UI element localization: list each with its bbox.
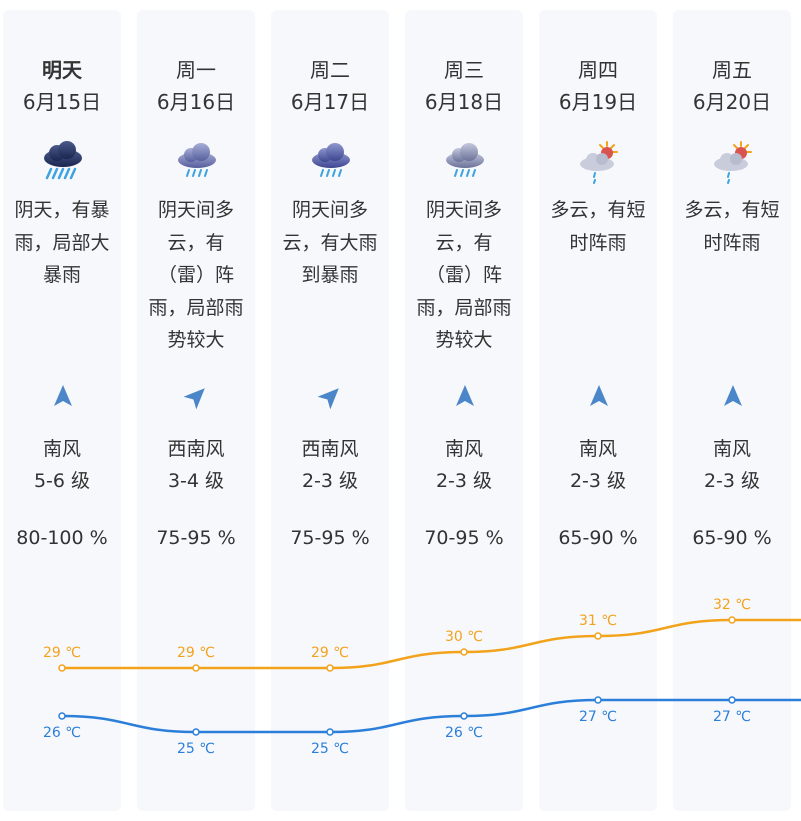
low-temp-point xyxy=(58,712,66,720)
low-temp-label: 26 ℃ xyxy=(445,725,483,741)
wind-level: 5-6 级 xyxy=(33,470,91,492)
high-temp-label: 29 ℃ xyxy=(43,645,81,661)
weather-description: 阴天间多 云，有 （雷）阵 雨，局部雨 势较大 xyxy=(416,199,512,351)
low-temp-label: 25 ℃ xyxy=(311,741,349,757)
humidity: 70-95 % xyxy=(424,527,504,549)
wind-level: 2-3 级 xyxy=(301,470,359,492)
rain-icon xyxy=(312,143,350,177)
weather-description: 阴天间多 云，有大雨 到暴雨 xyxy=(282,199,378,286)
humidity: 75-95 % xyxy=(290,527,370,549)
wind-direction-arrow-icon xyxy=(590,385,608,406)
low-temp-point xyxy=(460,712,468,720)
wind-direction: 南风 xyxy=(444,438,483,460)
high-temp-point xyxy=(58,664,66,672)
wind-direction-arrow-icon xyxy=(54,385,72,406)
high-temp-label: 32 ℃ xyxy=(713,597,751,613)
day-name: 周二 xyxy=(310,58,350,82)
weather-description: 多云，有短 时阵雨 xyxy=(550,199,646,254)
day-date: 6月20日 xyxy=(692,90,772,114)
wind-direction: 南风 xyxy=(578,438,617,460)
forecast-day-column: 明天 6月15日 阴天，有暴 雨，局部大 暴雨 南风 5-6 级 80-100 % xyxy=(3,10,121,811)
low-temp-label: 27 ℃ xyxy=(713,709,751,725)
humidity: 65-90 % xyxy=(558,527,638,549)
low-temp-label: 25 ℃ xyxy=(177,741,215,757)
weather-description: 多云，有短 时阵雨 xyxy=(684,199,780,254)
low-temp-label: 26 ℃ xyxy=(43,725,81,741)
day-date: 6月16日 xyxy=(156,90,236,114)
wind-direction-arrow-icon xyxy=(456,385,474,406)
weather-description: 阴天，有暴 雨，局部大 暴雨 xyxy=(14,199,110,286)
wind-direction: 西南风 xyxy=(301,438,359,460)
high-temp-point xyxy=(460,648,468,656)
wind-direction: 南风 xyxy=(712,438,751,460)
high-temp-point xyxy=(728,616,736,624)
heavy-rain-icon xyxy=(44,141,82,180)
day-date: 6月19日 xyxy=(558,90,638,114)
high-temp-label: 31 ℃ xyxy=(579,613,617,629)
wind-level: 2-3 级 xyxy=(435,470,493,492)
high-temp-point xyxy=(594,632,602,640)
day-name: 明天 xyxy=(42,58,82,82)
wind-direction-arrow-icon xyxy=(183,388,205,410)
partly-cloudy-shower-icon xyxy=(714,141,752,184)
forecast-day-column: 周五 6月20日 多云，有短 时阵雨 南风 2-3 级 65-90 % xyxy=(673,10,791,811)
day-date: 6月18日 xyxy=(424,90,504,114)
forecast-day-column: 周四 6月19日 多云，有短 时阵雨 南风 2-3 级 65-90 % xyxy=(539,10,657,811)
low-temp-point xyxy=(192,728,200,736)
forecast-day-column: 周三 6月18日 阴天间多 云，有 （雷）阵 雨，局部雨 势较大 南风 2-3 级 70… xyxy=(405,10,523,811)
day-name: 周四 xyxy=(578,58,618,82)
weather-description: 阴天间多 云，有 （雷）阵 雨，局部雨 势较大 xyxy=(148,199,244,351)
wind-direction-arrow-icon xyxy=(317,388,339,410)
low-temp-line xyxy=(61,698,801,734)
day-date: 6月17日 xyxy=(290,90,370,114)
day-name: 周一 xyxy=(176,58,216,82)
low-temp-point xyxy=(594,696,602,704)
rain-icon xyxy=(446,143,484,177)
low-temp-label: 27 ℃ xyxy=(579,709,617,725)
wind-level: 3-4 级 xyxy=(167,470,225,492)
partly-cloudy-shower-icon xyxy=(580,141,618,184)
high-temp-point xyxy=(326,664,334,672)
rain-icon xyxy=(178,143,216,177)
day-date: 6月15日 xyxy=(22,90,102,114)
wind-direction: 南风 xyxy=(42,438,81,460)
high-temp-point xyxy=(192,664,200,672)
day-name: 周五 xyxy=(712,58,752,82)
humidity: 75-95 % xyxy=(156,527,236,549)
humidity: 80-100 % xyxy=(16,527,108,549)
low-temp-point xyxy=(728,696,736,704)
high-temp-label: 30 ℃ xyxy=(445,629,483,645)
day-name: 周三 xyxy=(444,58,484,82)
wind-direction: 西南风 xyxy=(167,438,225,460)
high-temp-label: 29 ℃ xyxy=(177,645,215,661)
forecast-day-column: 周二 6月17日 阴天间多 云，有大雨 到暴雨 西南风 2-3 级 75-95 % xyxy=(271,10,389,811)
forecast-day-column: 周一 6月16日 阴天间多 云，有 （雷）阵 雨，局部雨 势较大 西南风 3-4 级 7… xyxy=(137,10,255,811)
wind-level: 2-3 级 xyxy=(569,470,627,492)
wind-direction-arrow-icon xyxy=(724,385,742,406)
wind-level: 2-3 级 xyxy=(703,470,761,492)
high-temp-label: 29 ℃ xyxy=(311,645,349,661)
humidity: 65-90 % xyxy=(692,527,772,549)
low-temp-point xyxy=(326,728,334,736)
high-temp-line xyxy=(62,618,801,670)
